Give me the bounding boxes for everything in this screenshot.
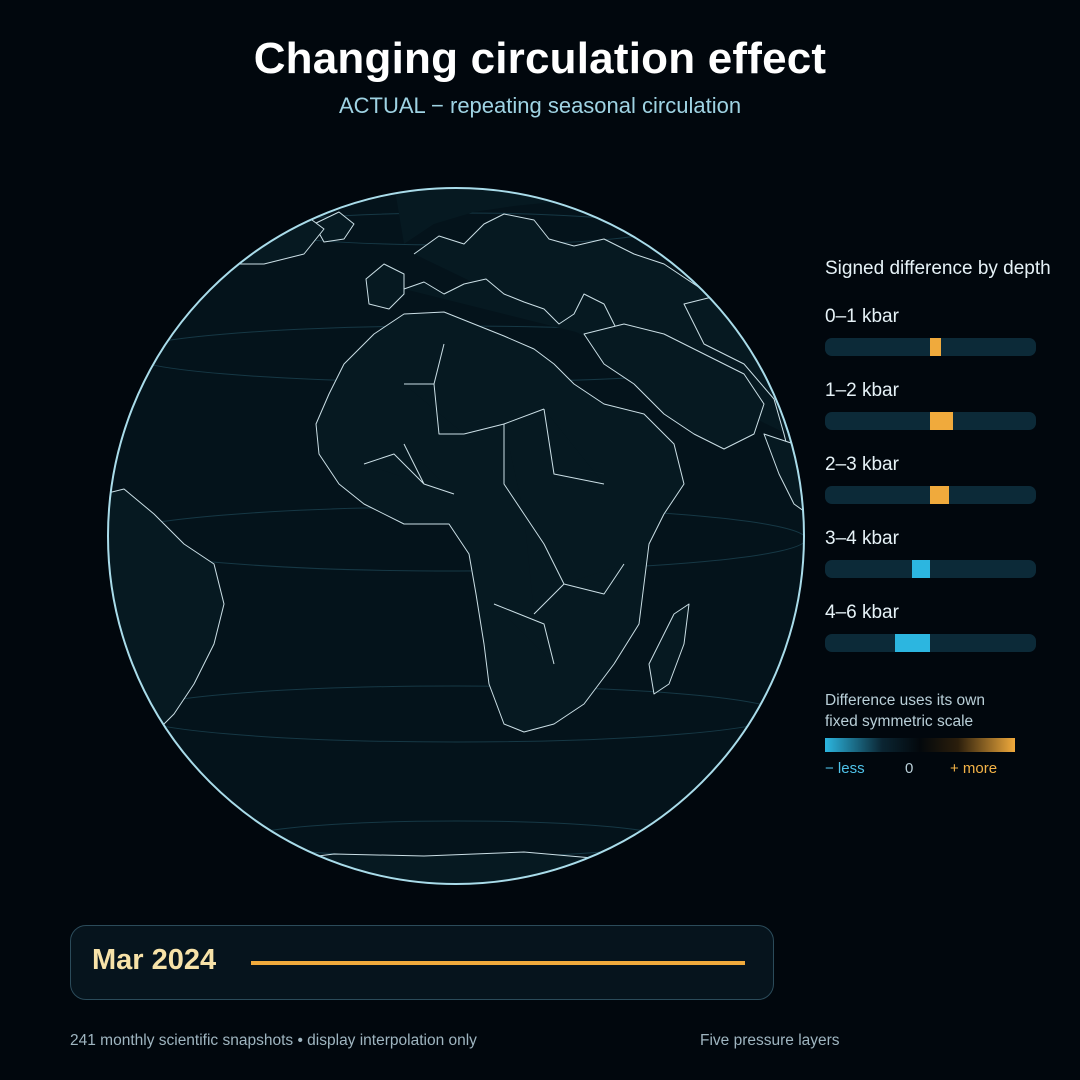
globe[interactable] xyxy=(104,184,808,888)
layer-row-2: 2–3 kbar xyxy=(825,454,1036,504)
layer-row-1: 1–2 kbar xyxy=(825,380,1036,430)
layer-bar-fill xyxy=(930,412,954,430)
layer-row-4: 4–6 kbar xyxy=(825,602,1036,652)
page-subtitle: ACTUAL − repeating seasonal circulation xyxy=(338,93,742,118)
scale-zero-label: 0 xyxy=(905,760,914,777)
layer-bar-fill xyxy=(912,560,930,578)
scale-note-line1: Difference uses its own xyxy=(825,692,985,709)
layer-label: 3–4 kbar xyxy=(825,528,899,549)
timeline-track[interactable] xyxy=(251,961,745,965)
layer-bar-fill xyxy=(930,486,949,504)
timeline-panel[interactable]: Mar 2024 xyxy=(70,925,774,1000)
layer-label: 0–1 kbar xyxy=(825,306,899,327)
layer-label: 1–2 kbar xyxy=(825,380,899,401)
layer-bar-track xyxy=(825,486,1036,504)
depth-legend: Signed difference by depth 0–1 kbar 1–2 … xyxy=(825,258,1075,777)
scale-more-label: + more xyxy=(950,760,998,777)
layer-label: 2–3 kbar xyxy=(825,454,899,475)
globe-outline xyxy=(107,187,805,885)
layer-row-0: 0–1 kbar xyxy=(825,306,1036,356)
footer-note: 241 monthly scientific snapshots • displ… xyxy=(70,1032,477,1049)
layer-label: 4–6 kbar xyxy=(825,602,899,623)
land xyxy=(108,188,804,884)
legend-title: Signed difference by depth xyxy=(825,258,1051,279)
scale-less-label: − less xyxy=(825,760,865,777)
current-date: Mar 2024 xyxy=(92,944,217,976)
layer-bar-fill xyxy=(930,338,941,356)
layer-bar-fill xyxy=(895,634,930,652)
globe-map[interactable] xyxy=(104,184,808,888)
layer-bar-track xyxy=(825,634,1036,652)
layer-bar-track xyxy=(825,560,1036,578)
footer-layers-note: Five pressure layers xyxy=(700,1032,840,1049)
layer-row-3: 3–4 kbar xyxy=(825,528,1036,578)
diverging-color-scale xyxy=(825,738,1015,752)
layer-bar-track xyxy=(825,338,1036,356)
scale-note-line2: fixed symmetric scale xyxy=(825,713,974,730)
page-title: Changing circulation effect xyxy=(253,34,827,83)
scale-note: Difference uses its own fixed symmetric … xyxy=(825,690,985,732)
layer-bar-track xyxy=(825,412,1036,430)
timeline-progress xyxy=(251,961,745,965)
